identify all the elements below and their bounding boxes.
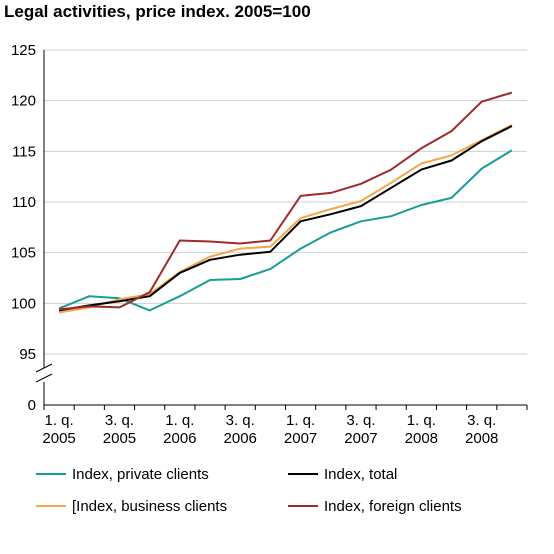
y-tick-label: 125: [11, 42, 36, 59]
y-tick-label: 105: [11, 245, 36, 262]
x-tick-label-year: 2008: [465, 430, 498, 447]
x-tick-label-year: 2006: [163, 430, 196, 447]
x-tick-label: 1. q.: [165, 412, 194, 429]
y-tick-label: 110: [12, 194, 36, 211]
legend-label: Index, foreign clients: [324, 498, 462, 515]
y-tick-label: 95: [19, 346, 36, 363]
x-tick-label: 3. q.: [467, 412, 496, 429]
x-tick-label: 3. q.: [105, 412, 134, 429]
x-tick-label-year: 2007: [344, 430, 377, 447]
legend-label: Index, private clients: [72, 466, 209, 483]
y-tick-label: 115: [12, 143, 36, 160]
x-tick-label: 1. q.: [407, 412, 436, 429]
series-line-index-business-clients: [58, 124, 513, 314]
legend-label: [Index, business clients: [72, 498, 227, 515]
y-tick-label: 120: [11, 93, 36, 110]
series-line-index-private-clients: [58, 149, 513, 312]
series-line-index-foreign-clients: [59, 91, 513, 311]
y-tick-label: 100: [11, 295, 36, 312]
axis-break-mark: [35, 373, 53, 383]
x-tick-label: 1. q.: [45, 412, 74, 429]
x-tick-label-year: 2008: [405, 430, 438, 447]
x-tick-label-year: 2005: [42, 430, 75, 447]
x-tick-label-year: 2007: [284, 430, 317, 447]
x-tick-label-year: 2006: [224, 430, 257, 447]
legend-label: Index, total: [324, 466, 397, 483]
chart-title: Legal activities, price index. 2005=100: [4, 2, 311, 21]
x-tick-label: 3. q.: [226, 412, 255, 429]
axis-break-mark: [35, 363, 53, 373]
x-tick-label-year: 2005: [103, 430, 136, 447]
x-tick-label: 3. q.: [346, 412, 375, 429]
x-tick-label: 1. q.: [286, 412, 315, 429]
y-tick-label: 0: [28, 397, 36, 414]
